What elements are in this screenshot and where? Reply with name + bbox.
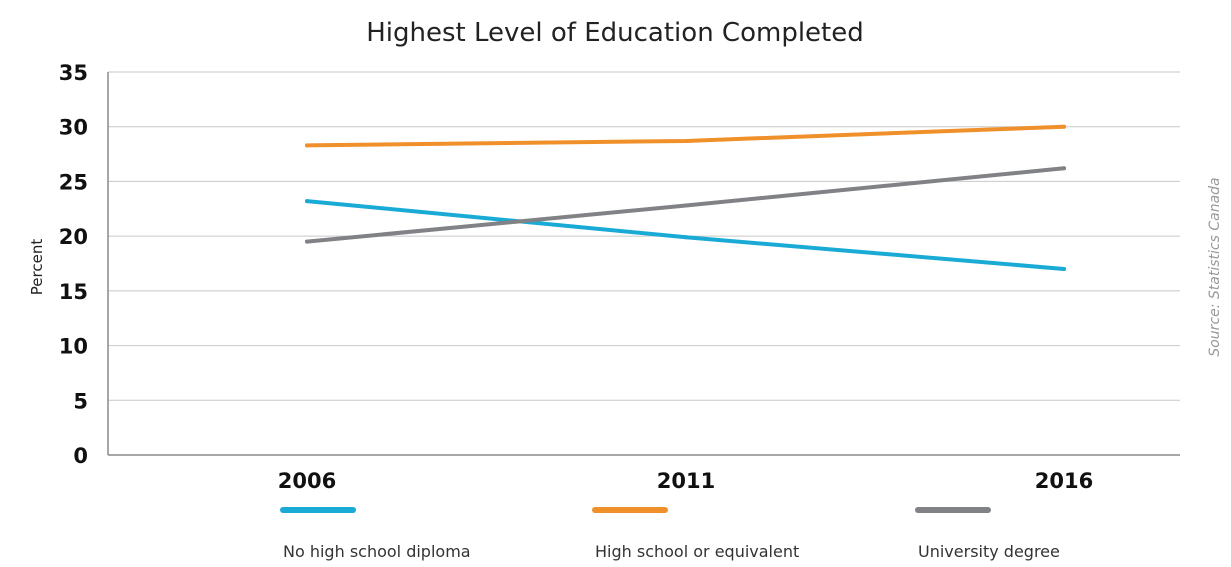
x-tick-label: 2016: [1035, 469, 1093, 493]
y-tick-label: 30: [59, 116, 88, 140]
data-point: [305, 239, 309, 244]
x-tick-label: 2011: [657, 469, 715, 493]
x-tick-label: 2006: [278, 469, 336, 493]
data-point: [684, 138, 688, 143]
legend-label: University degree: [918, 542, 1060, 561]
y-tick-label: 25: [59, 170, 88, 194]
data-point: [684, 235, 688, 240]
data-point: [1062, 266, 1066, 271]
data-point: [1062, 166, 1066, 171]
y-tick-label: 5: [73, 389, 88, 413]
data-point: [305, 199, 309, 204]
series-group: [305, 124, 1066, 271]
y-tick-label: 20: [59, 225, 88, 249]
chart-title: Highest Level of Education Completed: [366, 18, 864, 48]
data-point: [684, 203, 688, 208]
y-axis-ticks: 0 5 10 15 20 25 30 35: [59, 61, 88, 468]
y-axis-label: Percent: [28, 239, 46, 296]
legend-label: High school or equivalent: [595, 542, 799, 561]
y-tick-label: 35: [59, 61, 88, 85]
x-axis-ticks: 2006 2011 2016: [278, 469, 1093, 493]
y-tick-label: 15: [59, 280, 88, 304]
data-point: [305, 143, 309, 148]
series-line-1: [305, 199, 1066, 271]
legend-label: No high school diploma: [283, 542, 471, 561]
legend: No high school diploma High school or equ…: [280, 507, 1060, 561]
gridlines: [108, 71, 1180, 401]
y-tick-label: 10: [59, 335, 88, 359]
source-note: Source: Statistics Canada: [1207, 177, 1223, 356]
data-point: [1062, 124, 1066, 129]
y-tick-label: 0: [73, 444, 88, 468]
